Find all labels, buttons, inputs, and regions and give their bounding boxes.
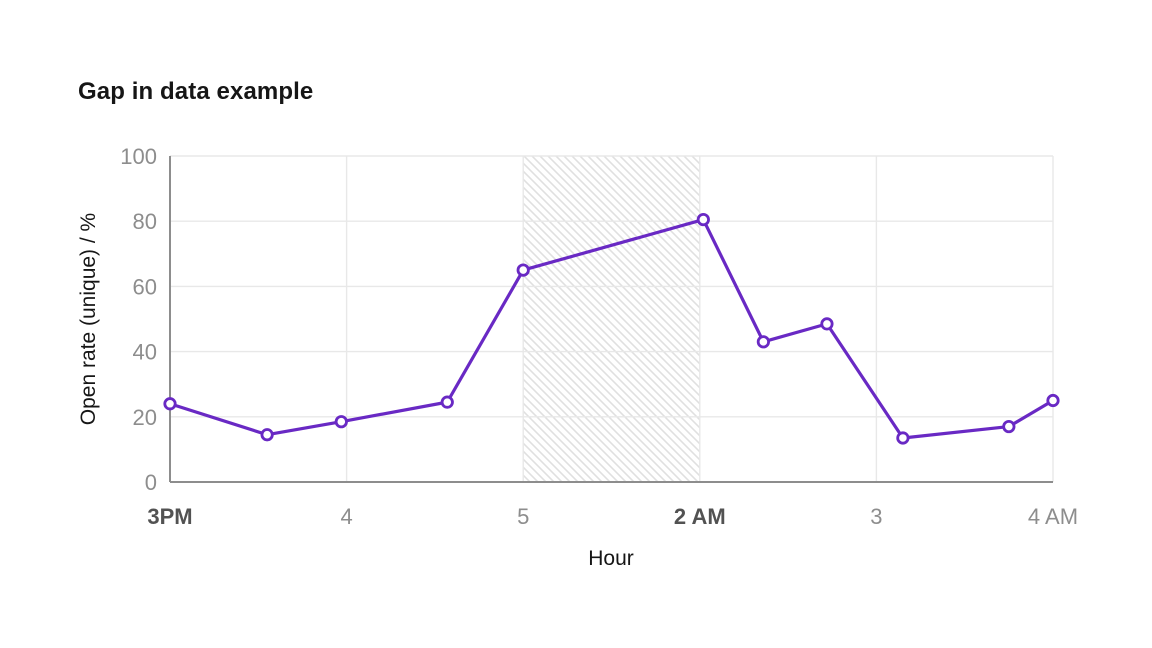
y-tick-label: 80 — [133, 209, 157, 234]
data-point-marker[interactable] — [820, 317, 834, 331]
x-tick-label: 3PM — [147, 504, 192, 529]
x-tick-label: 4 AM — [1028, 504, 1078, 529]
x-tick-labels: 3PM 4 5 2 AM 3 4 AM — [147, 504, 1078, 529]
x-axis-title: Hour — [588, 547, 634, 570]
data-point-marker[interactable] — [163, 397, 177, 411]
gap-region-hatch — [523, 156, 700, 482]
y-tick-label: 100 — [120, 144, 157, 169]
y-tick-label: 40 — [133, 340, 157, 365]
data-point-marker[interactable] — [896, 431, 910, 445]
series-markers — [163, 212, 1060, 445]
y-tick-label: 20 — [133, 405, 157, 430]
y-tick-label: 60 — [133, 274, 157, 299]
data-point-marker[interactable] — [756, 335, 770, 349]
x-tick-label: 3 — [870, 504, 882, 529]
data-point-marker[interactable] — [260, 428, 274, 442]
data-point-marker[interactable] — [696, 212, 710, 227]
y-tick-labels: 0 20 40 60 80 100 — [120, 144, 157, 495]
data-point-marker[interactable] — [1002, 419, 1016, 434]
data-point-marker[interactable] — [516, 263, 530, 277]
gridlines — [170, 155, 1054, 482]
data-point-marker[interactable] — [1046, 393, 1060, 408]
data-point-marker[interactable] — [440, 395, 454, 409]
x-tick-label: 4 — [340, 504, 352, 529]
x-tick-label: 5 — [517, 504, 529, 529]
y-tick-label: 0 — [145, 470, 157, 495]
chart-title: Gap in data example — [78, 78, 314, 105]
x-tick-label: 2 AM — [674, 504, 726, 529]
data-point-marker[interactable] — [334, 415, 348, 429]
